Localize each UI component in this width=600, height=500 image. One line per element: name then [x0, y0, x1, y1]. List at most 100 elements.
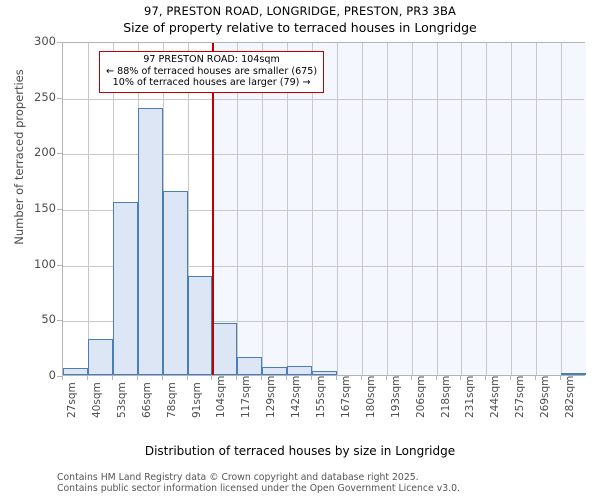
- gridline-x-18: [511, 43, 512, 375]
- x-tick-label-117sqm: 117sqm: [240, 375, 253, 418]
- x-tick-mark-155sqm: [311, 376, 312, 380]
- x-tick-label-218sqm: 218sqm: [439, 375, 452, 418]
- x-tick-mark-53sqm: [112, 376, 113, 380]
- x-tick-label-155sqm: 155sqm: [315, 375, 328, 418]
- bar-129sqm: [262, 367, 288, 375]
- x-axis-label: Distribution of terraced houses by size …: [144, 444, 456, 458]
- x-tick-mark-193sqm: [386, 376, 387, 380]
- plot-area: [62, 42, 586, 376]
- bar-282sqm: [561, 373, 586, 375]
- gridline-x-15: [437, 43, 438, 375]
- page-subtitle: Size of property relative to terraced ho…: [123, 20, 477, 35]
- bar-53sqm: [112, 202, 138, 375]
- x-tick-mark-218sqm: [436, 376, 437, 380]
- y-tick-label-300: 300: [34, 34, 56, 48]
- gridline-x-17: [486, 43, 487, 375]
- gridline-y-150: [63, 210, 584, 211]
- y-tick-label-250: 250: [34, 89, 56, 104]
- x-tick-mark-244sqm: [485, 376, 486, 380]
- x-tick-label-40sqm: 40sqm: [90, 382, 103, 418]
- y-tick-label-50: 50: [41, 312, 56, 327]
- histogram-bars: [63, 43, 586, 375]
- gridline-x-8: [262, 43, 263, 375]
- x-tick-label-129sqm: 129sqm: [265, 375, 278, 418]
- footer-line-1: Contains HM Land Registry data © Crown c…: [57, 472, 419, 483]
- x-tick-label-27sqm: 27sqm: [66, 382, 78, 418]
- x-tick-label-206sqm: 206sqm: [414, 375, 427, 418]
- y-tick-mark-100: [57, 264, 62, 266]
- x-tick-mark-180sqm: [361, 376, 362, 380]
- x-tick-label-257sqm: 257sqm: [514, 375, 527, 418]
- bar-40sqm: [87, 339, 113, 375]
- x-tick-mark-269sqm: [535, 376, 536, 380]
- gridline-y-250: [63, 98, 584, 100]
- gridline-y-200: [63, 154, 584, 156]
- x-tick-mark-78sqm: [162, 376, 163, 380]
- bar-104sqm: [212, 322, 238, 375]
- gridline-x-10: [312, 43, 313, 375]
- page-title: 97, PRESTON ROAD, LONGRIDGE, PRESTON, PR…: [144, 4, 456, 18]
- bar-117sqm: [237, 357, 263, 375]
- gridline-x-11: [337, 43, 338, 375]
- gridline-x-16: [461, 43, 462, 375]
- y-tick-label-0: 0: [48, 368, 56, 382]
- gridline-x-7: [237, 43, 238, 375]
- x-tick-mark-206sqm: [411, 376, 412, 380]
- y-tick-mark-200: [57, 153, 62, 155]
- x-tick-mark-257sqm: [510, 376, 511, 380]
- x-tick-mark-91sqm: [187, 376, 188, 380]
- x-tick-label-66sqm: 66sqm: [140, 382, 153, 418]
- gridline-x-1: [88, 43, 89, 375]
- x-tick-mark-104sqm: [211, 376, 212, 380]
- gridline-x-9: [287, 43, 288, 375]
- x-tick-mark-282sqm: [560, 376, 561, 380]
- x-tick-label-53sqm: 53sqm: [115, 382, 128, 418]
- x-tick-label-104sqm: 104sqm: [215, 375, 228, 418]
- bar-142sqm: [287, 366, 313, 375]
- gridline-x-5: [188, 43, 189, 375]
- annotation-line-2: ← 88% of terraced houses are smaller (67…: [106, 65, 318, 77]
- x-tick-label-167sqm: 167sqm: [339, 375, 352, 418]
- x-tick-mark-129sqm: [261, 376, 262, 380]
- bar-78sqm: [162, 191, 188, 375]
- y-tick-mark-50: [57, 320, 62, 322]
- gridline-x-19: [536, 43, 537, 375]
- x-tick-label-78sqm: 78sqm: [165, 382, 178, 418]
- x-tick-label-244sqm: 244sqm: [489, 375, 502, 418]
- gridline-x-20: [561, 43, 562, 375]
- bar-66sqm: [137, 107, 163, 375]
- x-tick-label-180sqm: 180sqm: [364, 375, 377, 418]
- x-tick-label-231sqm: 231sqm: [464, 375, 477, 418]
- x-tick-label-269sqm: 269sqm: [539, 375, 552, 418]
- bar-155sqm: [312, 370, 337, 375]
- y-axis-label: Number of terraced properties: [12, 69, 26, 245]
- footer-line-2: Contains public sector information licen…: [57, 483, 460, 494]
- y-tick-mark-0: [57, 376, 62, 377]
- annotation-line-3: 10% of terraced houses are larger (79) →: [112, 77, 311, 88]
- annotation-line-1: 97 PRESTON ROAD: 104sqm: [143, 54, 280, 65]
- y-tick-label-200: 200: [34, 145, 56, 160]
- x-tick-mark-167sqm: [336, 376, 337, 380]
- x-tick-label-91sqm: 91sqm: [190, 382, 203, 418]
- x-tick-mark-231sqm: [460, 376, 461, 380]
- gridline-y-100: [63, 265, 584, 267]
- x-tick-mark-142sqm: [286, 376, 287, 380]
- y-tick-mark-150: [57, 209, 62, 210]
- bar-91sqm: [187, 275, 213, 375]
- y-tick-label-150: 150: [34, 201, 56, 215]
- y-tick-label-100: 100: [34, 256, 56, 271]
- x-tick-mark-117sqm: [236, 376, 237, 380]
- annotation-box: 97 PRESTON ROAD: 104sqm ← 88% of terrace…: [99, 51, 325, 93]
- gridline-y-50: [63, 321, 584, 323]
- gridline-x-13: [387, 43, 388, 375]
- x-tick-mark-27sqm: [62, 376, 63, 380]
- x-tick-label-282sqm: 282sqm: [564, 375, 577, 418]
- x-tick-label-193sqm: 193sqm: [389, 375, 402, 418]
- x-tick-label-142sqm: 142sqm: [290, 375, 303, 418]
- y-tick-mark-300: [57, 42, 62, 43]
- gridline-x-14: [412, 43, 413, 375]
- larger-region-shading: [212, 43, 586, 375]
- bar-27sqm: [63, 368, 88, 375]
- x-tick-mark-66sqm: [137, 376, 138, 380]
